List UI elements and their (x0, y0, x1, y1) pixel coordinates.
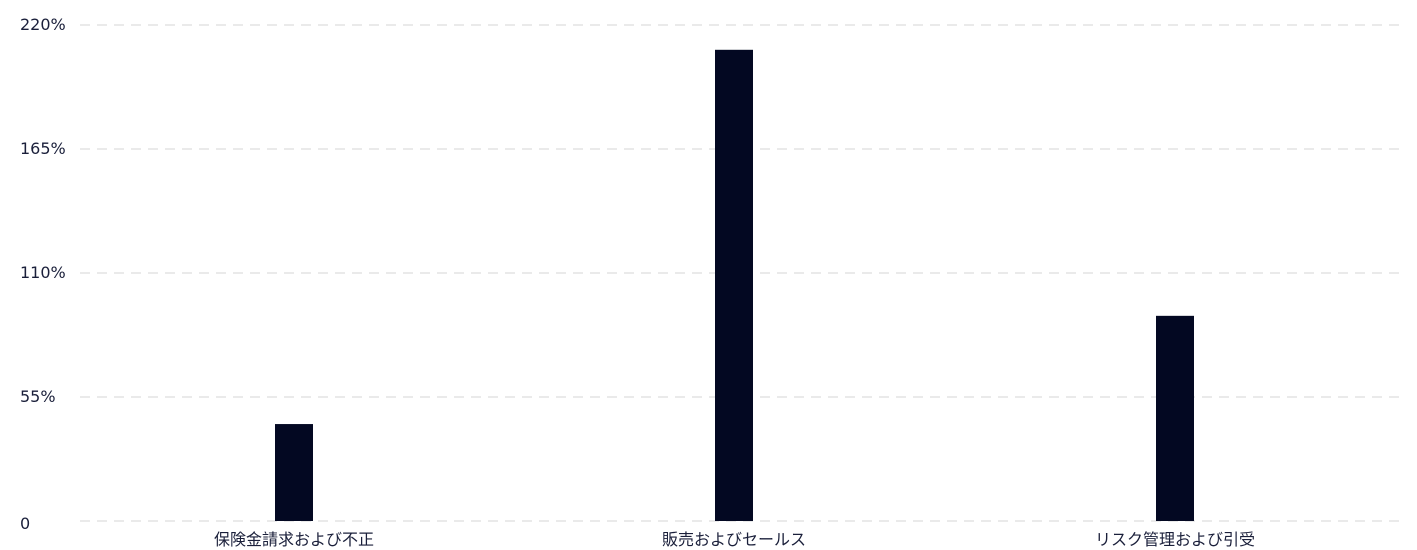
y-tick-label: 55% (20, 387, 56, 406)
bars (275, 49, 1194, 522)
x-axis-labels: 保険金請求および不正 販売およびセールス リスク管理および引受 (214, 530, 1255, 549)
bar-2 (1156, 315, 1194, 521)
bar-1 (715, 49, 753, 522)
x-category-label: リスク管理および引受 (1095, 530, 1255, 549)
y-axis-ticks: 0 55% 110% 165% 220% (20, 15, 66, 533)
x-category-label: 保険金請求および不正 (214, 530, 374, 549)
bar-0 (275, 424, 313, 521)
y-tick-label: 110% (20, 263, 66, 282)
x-category-label: 販売およびセールス (662, 530, 806, 549)
y-tick-label: 165% (20, 139, 66, 158)
y-tick-label: 0 (20, 514, 30, 533)
y-tick-label: 220% (20, 15, 66, 34)
